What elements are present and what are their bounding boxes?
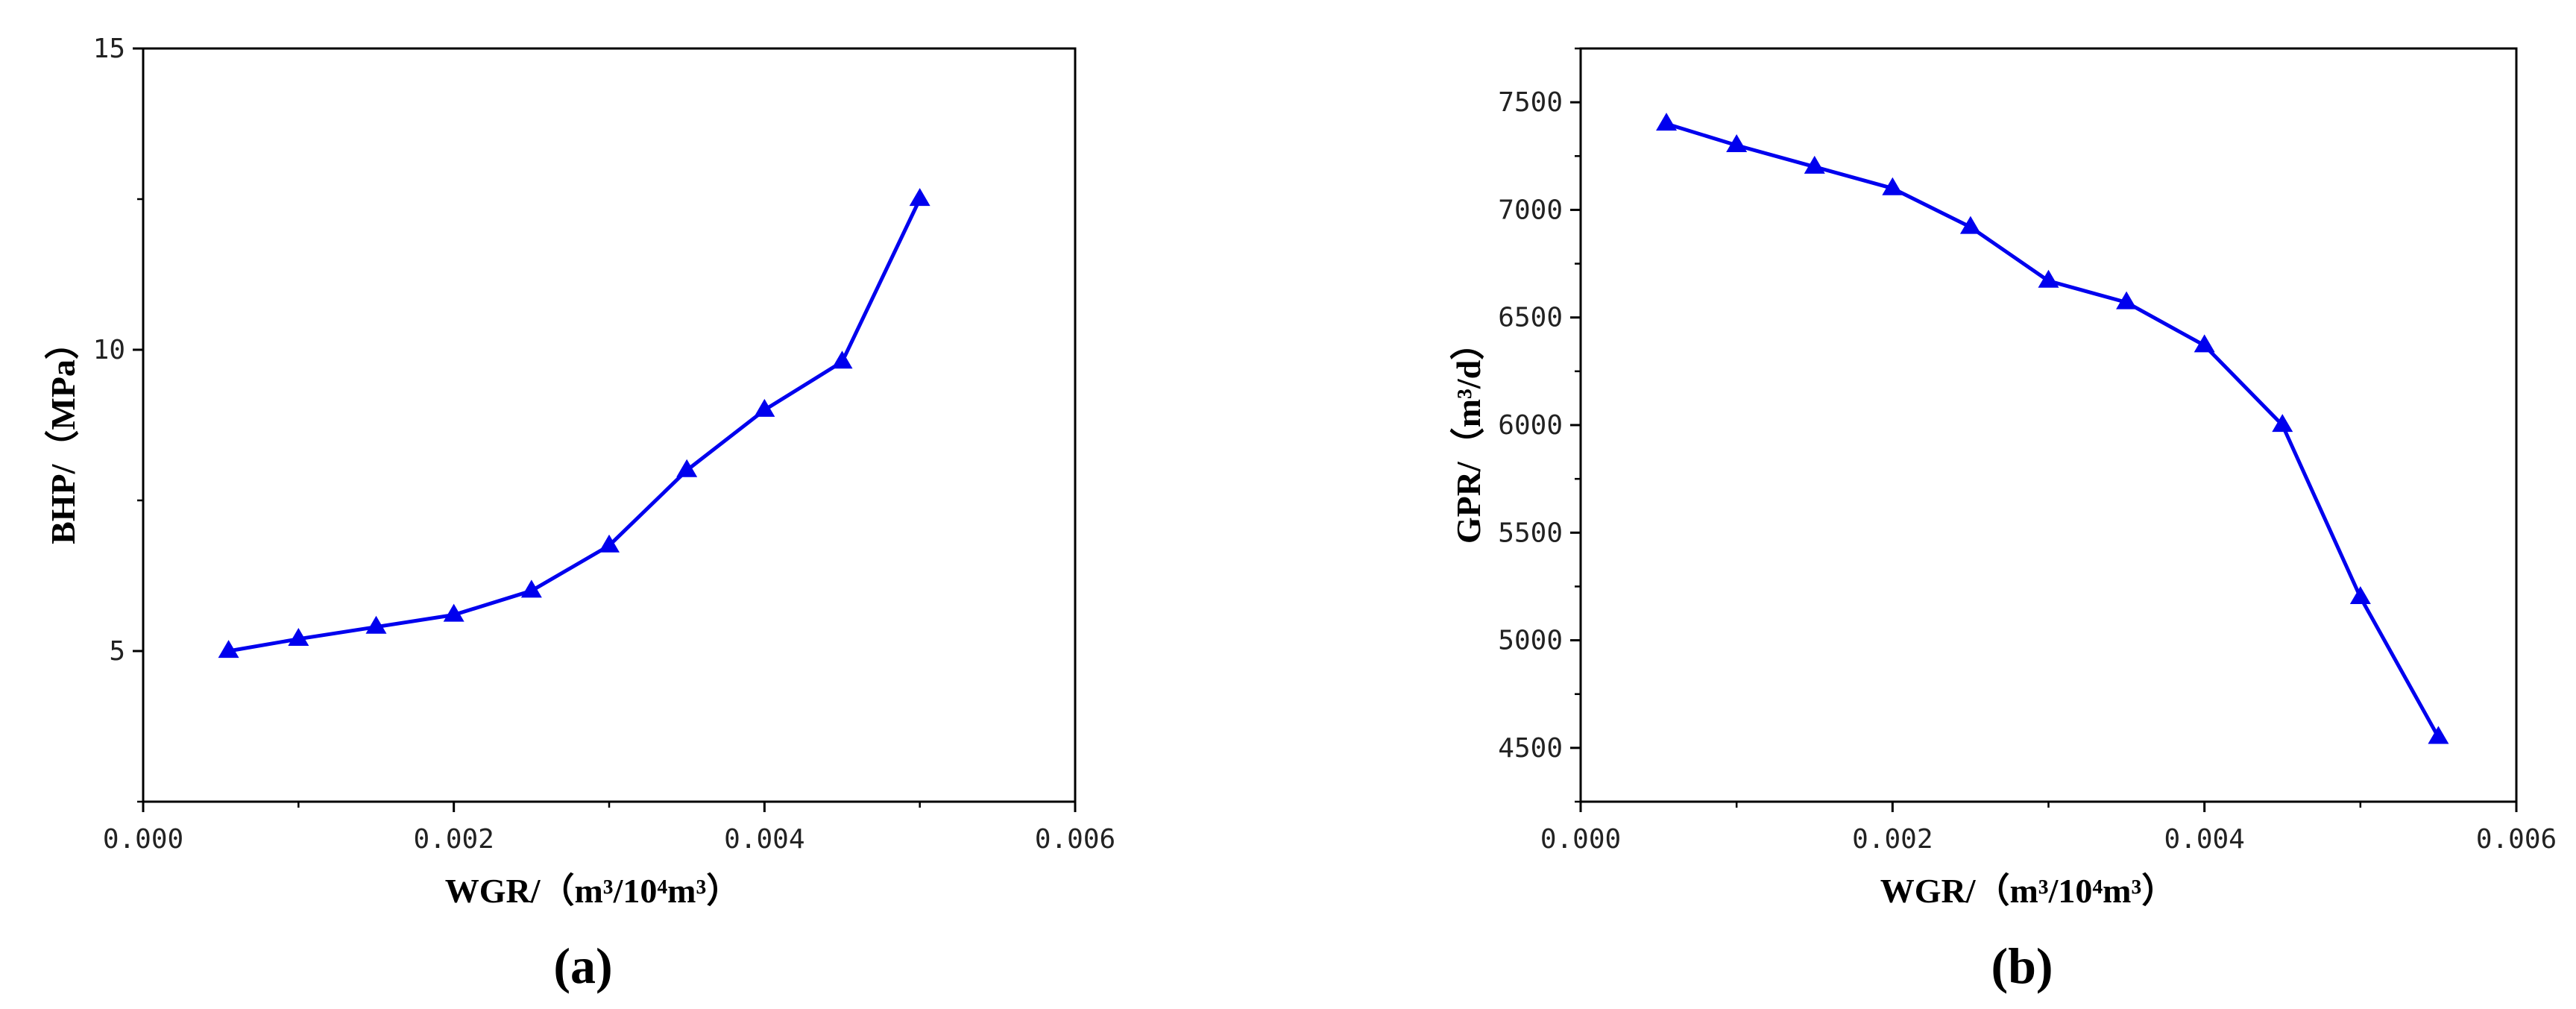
plot-frame bbox=[1579, 47, 2518, 803]
data-point-marker bbox=[2038, 269, 2059, 288]
panel-a: WGR/（m³/10⁴m³） BHP/（MPa） (a) 0.000 0.002 0… bbox=[44, 34, 1115, 994]
data-point-marker bbox=[443, 603, 465, 622]
data-point-marker bbox=[365, 615, 387, 634]
x-tick-label: 0.002 bbox=[1852, 824, 1933, 855]
y-tick-label: 10 bbox=[93, 335, 125, 365]
series-line bbox=[1666, 122, 2440, 738]
x-tick-label: 0.006 bbox=[1035, 824, 1115, 855]
data-point-marker bbox=[218, 640, 239, 658]
y-tick-label: 15 bbox=[93, 34, 125, 64]
data-point-marker bbox=[599, 534, 620, 553]
data-point-marker bbox=[1804, 155, 1825, 174]
series-line bbox=[228, 198, 922, 653]
x-tick-label: 0.006 bbox=[2476, 824, 2557, 855]
y-tick-label: 4500 bbox=[1498, 733, 1563, 764]
data-point-marker bbox=[288, 627, 309, 646]
data-point-marker bbox=[2272, 414, 2293, 433]
panel-label: (b) bbox=[1991, 937, 2053, 994]
data-point-marker bbox=[2428, 726, 2449, 744]
y-axis-title: BHP/（MPa） bbox=[44, 325, 82, 544]
y-axis-title: GPR/（m³/d） bbox=[1449, 326, 1487, 544]
y-tick-label: 7500 bbox=[1498, 87, 1563, 118]
data-point-marker bbox=[676, 459, 698, 477]
plot-frame bbox=[142, 47, 1077, 803]
x-tick-label: 0.000 bbox=[1540, 824, 1621, 855]
x-axis-title: WGR/（m³/10⁴m³） bbox=[1880, 872, 2176, 910]
panel-label: (a) bbox=[553, 937, 612, 994]
x-tick-label: 0.000 bbox=[103, 824, 183, 855]
x-axis-title: WGR/（m³/10⁴m³） bbox=[445, 872, 741, 910]
data-point-marker bbox=[1726, 133, 1748, 152]
data-point-marker bbox=[2116, 291, 2138, 309]
data-point-marker bbox=[909, 188, 930, 207]
y-tick-label: 5000 bbox=[1498, 626, 1563, 656]
y-tick-label: 6000 bbox=[1498, 410, 1563, 441]
y-tick-label: 6500 bbox=[1498, 303, 1563, 333]
data-point-marker bbox=[2349, 585, 2371, 604]
x-tick-label: 0.002 bbox=[413, 824, 494, 855]
panel-b: WGR/（m³/10⁴m³） GPR/（m³/d） (b) 0.000 0.002… bbox=[1449, 47, 2557, 994]
y-tick-label: 7000 bbox=[1498, 195, 1563, 225]
x-tick-label: 0.004 bbox=[724, 824, 804, 855]
data-point-marker bbox=[1882, 177, 1903, 195]
x-tick-label: 0.004 bbox=[2164, 824, 2244, 855]
data-point-marker bbox=[831, 351, 853, 369]
data-point-marker bbox=[1959, 216, 1981, 234]
y-tick-label: 5500 bbox=[1498, 518, 1563, 548]
data-point-marker bbox=[520, 579, 542, 598]
y-tick-label: 5 bbox=[109, 636, 125, 667]
data-point-marker bbox=[1656, 113, 1678, 131]
data-point-marker bbox=[2194, 334, 2215, 353]
data-point-marker bbox=[754, 398, 775, 417]
